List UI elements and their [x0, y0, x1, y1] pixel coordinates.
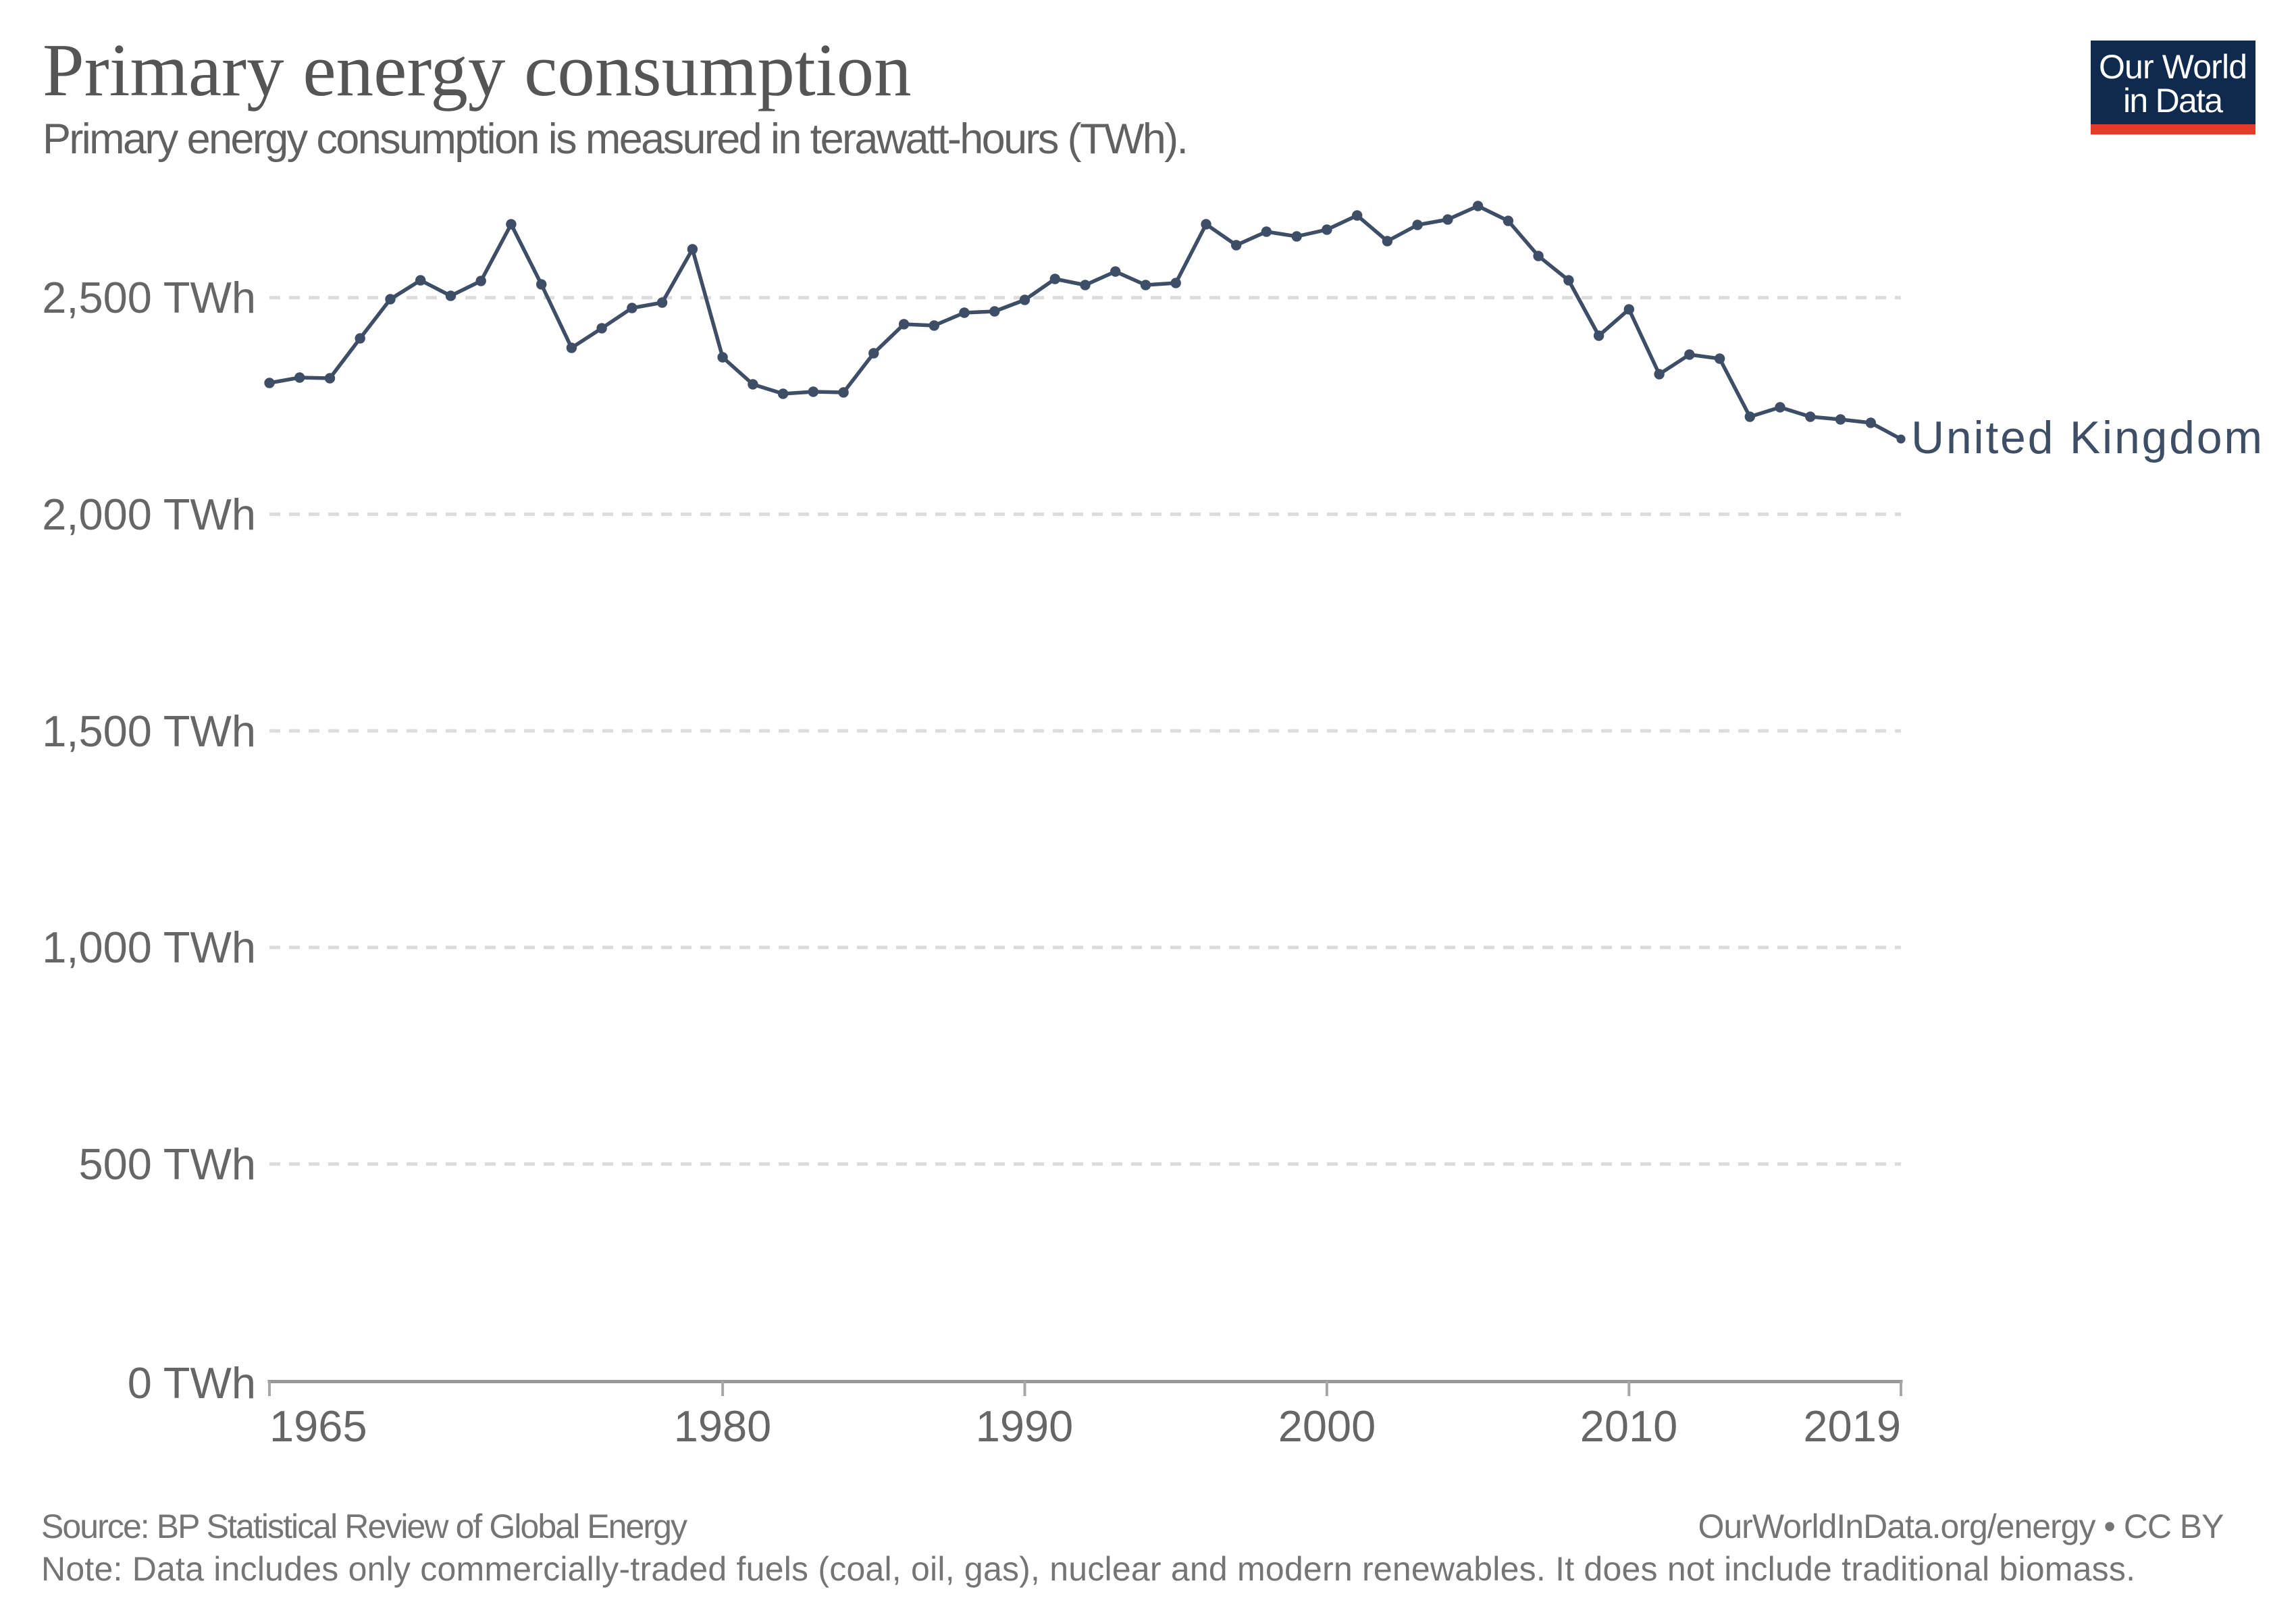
- svg-text:0 TWh: 0 TWh: [128, 1358, 256, 1408]
- svg-text:1,000 TWh: 1,000 TWh: [42, 923, 256, 972]
- svg-text:Note: Data includes only comme: Note: Data includes only commercially-tr…: [41, 1550, 2135, 1588]
- svg-text:1965: 1965: [269, 1401, 367, 1451]
- svg-text:Primary energy consumption is: Primary energy consumption is measured i…: [43, 115, 1189, 163]
- svg-text:United Kingdom: United Kingdom: [1911, 412, 2262, 463]
- svg-text:in Data: in Data: [2123, 82, 2223, 120]
- svg-text:2019: 2019: [1803, 1401, 1901, 1451]
- svg-text:2,000 TWh: 2,000 TWh: [42, 490, 256, 539]
- svg-text:1990: 1990: [976, 1401, 1074, 1451]
- svg-text:Our World: Our World: [2099, 48, 2247, 86]
- svg-text:OurWorldInData.org/energy • CC: OurWorldInData.org/energy • CC BY: [1698, 1508, 2224, 1545]
- svg-text:Source: BP Statistical Review: Source: BP Statistical Review of Global …: [41, 1508, 687, 1545]
- svg-text:Primary energy consumption: Primary energy consumption: [43, 29, 912, 112]
- svg-text:1980: 1980: [674, 1401, 772, 1451]
- svg-text:500 TWh: 500 TWh: [78, 1139, 256, 1189]
- svg-text:2000: 2000: [1278, 1401, 1376, 1451]
- svg-text:2,500 TWh: 2,500 TWh: [42, 273, 256, 322]
- svg-text:1,500 TWh: 1,500 TWh: [42, 706, 256, 756]
- svg-text:2010: 2010: [1580, 1401, 1678, 1451]
